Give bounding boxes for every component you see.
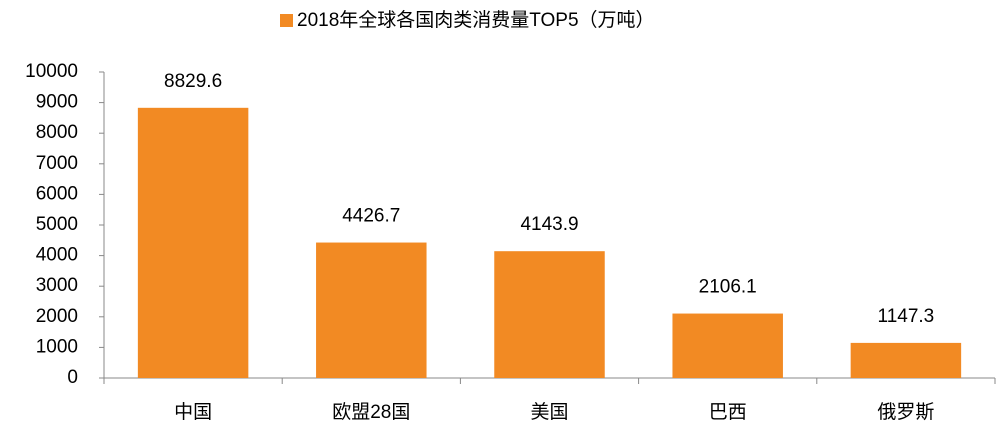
bar [316, 242, 427, 378]
y-tick-label: 4000 [36, 245, 78, 266]
y-tick-label: 10000 [25, 61, 78, 82]
x-tick-label: 欧盟28国 [332, 401, 410, 423]
x-tick-label: 俄罗斯 [877, 401, 934, 423]
x-tick-label: 美国 [530, 401, 568, 423]
y-tick-label: 3000 [36, 275, 78, 296]
x-tick-label: 中国 [174, 401, 212, 423]
y-tick-label: 9000 [36, 92, 78, 113]
y-tick-label: 1000 [36, 336, 78, 357]
data-label: 4143.9 [520, 214, 578, 235]
bar [672, 313, 783, 378]
x-tick-label: 巴西 [709, 402, 747, 423]
y-tick-label: 7000 [36, 153, 78, 174]
bar [137, 107, 249, 378]
y-tick-label: 6000 [36, 183, 78, 204]
bar [850, 342, 962, 378]
y-tick-label: 8000 [36, 122, 78, 143]
y-tick-label: 0 [67, 367, 78, 388]
data-label: 1147.3 [878, 306, 935, 327]
bar [494, 251, 605, 378]
data-label: 2106.1 [699, 277, 757, 298]
legend-swatch [280, 14, 293, 27]
legend-label: 2018年全球各国肉类消费量TOP5（万吨） [297, 9, 655, 31]
data-label: 4426.7 [342, 206, 400, 227]
y-tick-label: 2000 [36, 306, 78, 327]
y-tick-label: 5000 [36, 214, 78, 235]
data-label: 8829.6 [164, 71, 222, 92]
